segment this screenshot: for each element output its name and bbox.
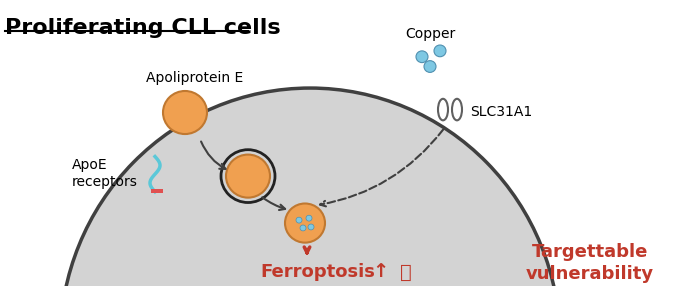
Ellipse shape	[452, 99, 462, 120]
Circle shape	[226, 154, 270, 198]
Text: Apoliprotein E: Apoliprotein E	[147, 72, 244, 86]
Text: ●: ●	[170, 95, 204, 133]
Circle shape	[300, 225, 306, 231]
Text: Ferroptosis: Ferroptosis	[260, 263, 375, 281]
Text: Copper: Copper	[405, 27, 455, 41]
Text: 💀: 💀	[400, 263, 412, 281]
Text: Targettable
vulnerability: Targettable vulnerability	[526, 243, 654, 283]
FancyBboxPatch shape	[160, 189, 163, 193]
Text: SLC31A1: SLC31A1	[470, 105, 532, 119]
Circle shape	[416, 51, 428, 62]
Ellipse shape	[438, 99, 448, 120]
Circle shape	[306, 215, 312, 221]
Circle shape	[308, 224, 314, 230]
Circle shape	[285, 204, 325, 243]
Circle shape	[296, 217, 302, 223]
Text: ↑: ↑	[372, 263, 388, 281]
Circle shape	[434, 45, 446, 57]
FancyBboxPatch shape	[157, 189, 160, 193]
Text: ApoE
receptors: ApoE receptors	[72, 159, 138, 189]
Circle shape	[163, 91, 207, 134]
Ellipse shape	[60, 88, 560, 292]
Circle shape	[424, 61, 436, 72]
FancyBboxPatch shape	[154, 189, 157, 193]
Text: Proliferating CLL cells: Proliferating CLL cells	[5, 18, 281, 38]
FancyBboxPatch shape	[151, 189, 154, 193]
